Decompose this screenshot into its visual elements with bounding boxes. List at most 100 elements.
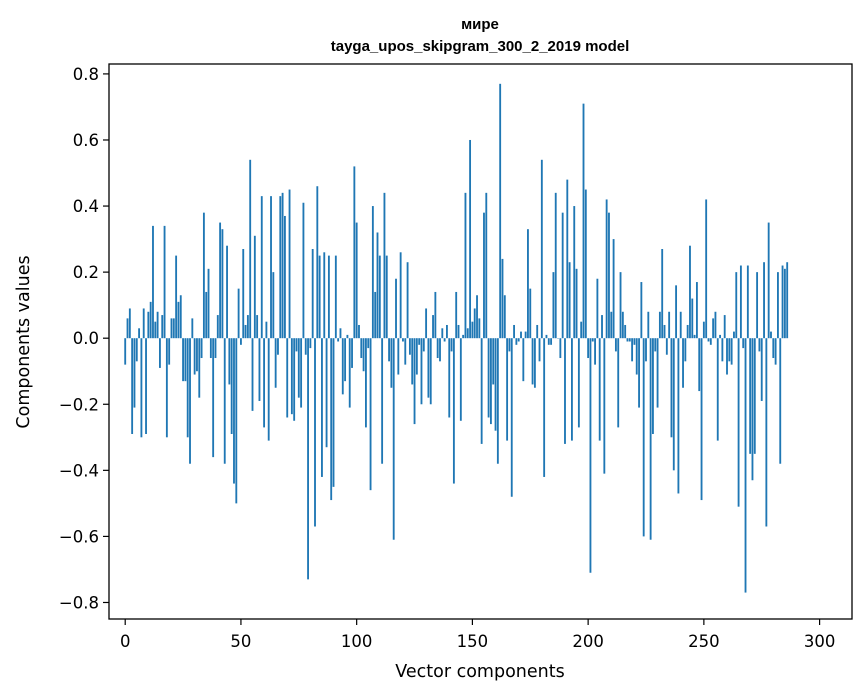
bar-153 xyxy=(478,318,481,339)
bar-175 xyxy=(529,288,532,339)
bar-229 xyxy=(654,338,657,352)
bar-268 xyxy=(744,338,747,593)
bar-212 xyxy=(614,338,617,352)
bar-218 xyxy=(628,338,631,342)
bar-70 xyxy=(286,338,289,418)
bar-32 xyxy=(198,338,201,398)
bar-271 xyxy=(751,338,754,481)
bar-225 xyxy=(645,338,647,362)
bar-24 xyxy=(179,295,182,339)
bar-65 xyxy=(274,338,277,388)
bar-97 xyxy=(348,338,351,408)
bar-106 xyxy=(369,338,372,491)
bar-29 xyxy=(191,318,194,339)
bar-25 xyxy=(182,338,184,382)
bar-193 xyxy=(571,338,573,441)
bar-74 xyxy=(295,338,298,352)
bar-51 xyxy=(242,249,245,339)
bar-67 xyxy=(279,196,282,339)
bar-162 xyxy=(499,83,502,339)
bar-47 xyxy=(233,338,235,484)
bar-170 xyxy=(517,338,520,342)
bar-94 xyxy=(341,338,344,395)
bar-105 xyxy=(367,338,370,349)
bar-207 xyxy=(603,338,606,474)
bar-137 xyxy=(441,328,444,339)
bar-258 xyxy=(721,338,724,362)
bar-96 xyxy=(346,334,349,339)
bar-129 xyxy=(422,338,425,352)
bar-169 xyxy=(515,338,518,345)
bar-183 xyxy=(547,338,550,345)
x-tick-label: 300 xyxy=(804,632,836,651)
bar-1 xyxy=(126,318,129,339)
y-ticks: 0.8 0.6 0.4 0.2 0.0 −0.2 −0.4 −0.6 −0.8 xyxy=(59,65,109,612)
bar-272 xyxy=(753,338,756,454)
bar-281 xyxy=(774,338,777,365)
bar-260 xyxy=(726,338,728,375)
bar-143 xyxy=(455,291,458,339)
bar-167 xyxy=(510,338,513,497)
bar-82 xyxy=(314,338,316,527)
bar-114 xyxy=(388,338,390,362)
bar-16 xyxy=(161,315,164,339)
bar-15 xyxy=(159,338,161,368)
bar-195 xyxy=(575,268,578,339)
bar-249 xyxy=(700,338,703,501)
bar-103 xyxy=(362,338,365,372)
bar-190 xyxy=(564,338,566,444)
bar-52 xyxy=(244,324,247,339)
bar-222 xyxy=(638,338,640,408)
bar-134 xyxy=(434,291,437,339)
bar-59 xyxy=(260,196,263,339)
bar-251 xyxy=(705,199,708,339)
bar-201 xyxy=(589,338,592,573)
bar-164 xyxy=(503,295,506,339)
bar-140 xyxy=(448,338,451,418)
bar-254 xyxy=(712,318,715,339)
bar-243 xyxy=(686,324,689,339)
bar-93 xyxy=(339,328,342,339)
bar-234 xyxy=(665,338,668,355)
bar-13 xyxy=(154,321,157,339)
bar-5 xyxy=(135,338,138,362)
bar-48 xyxy=(235,338,238,504)
bar-265 xyxy=(737,338,740,507)
bar-181 xyxy=(543,338,546,477)
bar-160 xyxy=(494,338,497,431)
bars-group xyxy=(124,83,789,593)
bar-231 xyxy=(658,311,661,339)
bar-180 xyxy=(540,159,543,339)
y-tick-label: 0.8 xyxy=(73,65,99,84)
bar-226 xyxy=(647,311,650,339)
bar-91 xyxy=(334,255,337,339)
bar-219 xyxy=(631,338,634,362)
bar-154 xyxy=(480,338,483,444)
bar-174 xyxy=(527,229,529,339)
bar-184 xyxy=(550,338,553,345)
bar-76 xyxy=(300,338,303,408)
y-tick-label: −0.8 xyxy=(59,593,99,612)
bar-233 xyxy=(663,324,666,339)
bar-192 xyxy=(568,262,571,339)
y-axis-label: Components values xyxy=(14,255,34,428)
bar-30 xyxy=(193,338,196,375)
bar-150 xyxy=(471,321,474,339)
bar-248 xyxy=(698,338,701,392)
bar-200 xyxy=(587,338,590,359)
bar-19 xyxy=(168,338,171,365)
bar-81 xyxy=(311,249,314,339)
bar-87 xyxy=(325,338,328,448)
bar-191 xyxy=(566,179,569,339)
bar-23 xyxy=(177,301,180,339)
bar-55 xyxy=(251,338,254,411)
x-tick-label: 250 xyxy=(688,632,720,651)
bar-79 xyxy=(307,338,309,580)
bar-130 xyxy=(425,308,428,339)
bar-199 xyxy=(584,189,587,339)
bar-149 xyxy=(469,139,472,339)
x-tick-label: 150 xyxy=(457,632,489,651)
plot-frame xyxy=(108,63,853,620)
bar-236 xyxy=(670,338,673,438)
